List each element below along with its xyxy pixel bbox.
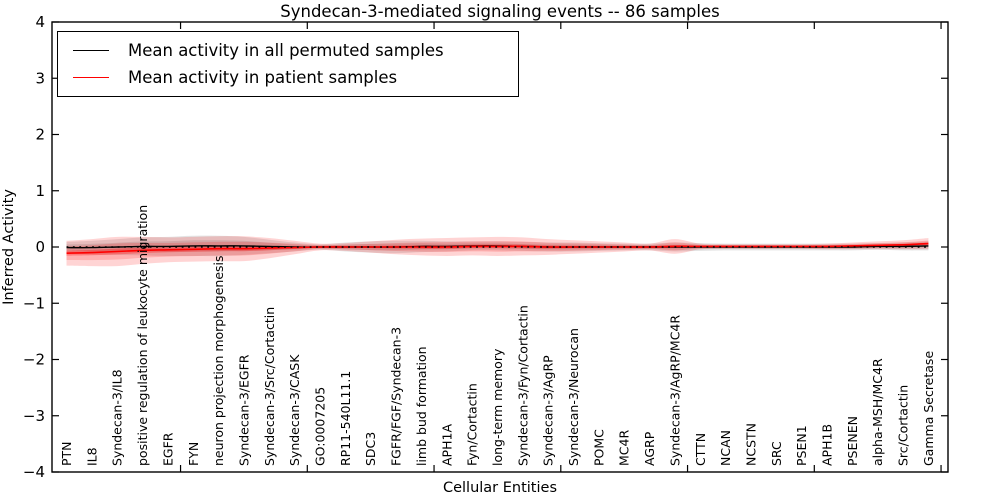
y-tick-label: 3 bbox=[35, 69, 45, 87]
x-entity-label: FYN bbox=[186, 442, 201, 466]
x-entity-label: SRC bbox=[769, 441, 784, 466]
x-entity-label: long-term memory bbox=[490, 348, 505, 466]
x-entity-label: AGRP bbox=[642, 431, 657, 466]
y-tick-label: 4 bbox=[35, 13, 45, 31]
legend-line-patient-icon bbox=[73, 77, 109, 79]
band-patient-outer bbox=[66, 236, 929, 267]
legend-line-permuted-icon bbox=[73, 49, 109, 51]
y-tick-label: −1 bbox=[23, 294, 45, 312]
y-tick-label: 0 bbox=[35, 238, 45, 256]
x-entity-label: Src/Cortactin bbox=[896, 385, 911, 466]
x-axis-label: Cellular Entities bbox=[442, 480, 558, 496]
x-entity-label: SDC3 bbox=[363, 432, 378, 466]
x-entity-label: Syndecan-3/Src/Cortactin bbox=[262, 307, 277, 466]
x-entity-label: POMC bbox=[591, 429, 606, 466]
x-entity-label: neuron projection morphogenesis bbox=[211, 255, 226, 466]
legend-item-patient: Mean activity in patient samples bbox=[73, 68, 518, 87]
x-entity-label: FGFR/FGF/Syndecan-3 bbox=[389, 327, 404, 466]
legend: Mean activity in all permuted samples Me… bbox=[57, 31, 519, 97]
x-entity-label: Syndecan-3/IL8 bbox=[110, 369, 125, 466]
y-tick-label: 2 bbox=[35, 126, 45, 144]
y-tick-label: 1 bbox=[35, 182, 45, 200]
x-entity-label: CTTN bbox=[693, 433, 708, 466]
x-entity-label: Syndecan-3/EGFR bbox=[236, 354, 251, 466]
mean-lines bbox=[66, 242, 929, 254]
x-entity-label: limb bud formation bbox=[414, 346, 429, 466]
x-entity-label: GO:0007205 bbox=[313, 387, 328, 466]
x-entity-label: positive regulation of leukocyte migrati… bbox=[135, 205, 150, 466]
legend-item-permuted: Mean activity in all permuted samples bbox=[73, 41, 518, 60]
x-entity-label: NCSTN bbox=[743, 423, 758, 466]
x-entity-label: EGFR bbox=[160, 432, 175, 466]
x-entity-label: Syndecan-3/Fyn/Cortactin bbox=[515, 305, 530, 466]
x-entity-label: Syndecan-3/Neurocan bbox=[566, 328, 581, 466]
uncertainty-bands bbox=[66, 235, 929, 267]
legend-label-permuted: Mean activity in all permuted samples bbox=[128, 40, 444, 60]
x-entity-label: Fyn/Cortactin bbox=[465, 383, 480, 466]
x-entity-label: MC4R bbox=[617, 430, 632, 466]
axes-border bbox=[51, 21, 949, 473]
x-entity-label: IL8 bbox=[84, 447, 99, 466]
band-patient-inner bbox=[66, 240, 929, 261]
x-entity-label: alpha-MSH/MC4R bbox=[870, 358, 885, 466]
y-tick-label: −4 bbox=[23, 463, 45, 481]
x-entity-label: Syndecan-3/AgRP bbox=[541, 355, 556, 466]
x-entity-label: Gamma Secretase bbox=[921, 351, 936, 466]
x-entity-label: PTN bbox=[59, 441, 74, 466]
x-entity-label: NCAN bbox=[718, 430, 733, 466]
x-entity-label: PSENEN bbox=[845, 416, 860, 466]
y-tick-labels: 4 3 2 1 0 −1 −2 −3 −4 bbox=[23, 13, 45, 481]
y-tick-label: −2 bbox=[23, 351, 45, 369]
x-entity-label: PSEN1 bbox=[794, 425, 809, 466]
legend-label-patient: Mean activity in patient samples bbox=[128, 68, 398, 88]
x-entity-label: APH1B bbox=[820, 424, 835, 466]
x-entity-label: Syndecan-3/AgRP/MC4R bbox=[667, 315, 682, 466]
y-tick-label: −3 bbox=[23, 407, 45, 425]
x-entity-label: APH1A bbox=[439, 424, 454, 466]
x-entity-labels: PTN IL8 Syndecan-3/IL8 positive regulation … bbox=[59, 205, 936, 466]
chart-title: Syndecan-3-mediated signaling events -- … bbox=[280, 2, 720, 21]
x-entity-label: Syndecan-3/CASK bbox=[287, 354, 302, 466]
x-entity-label: RP11-540L11.1 bbox=[338, 371, 353, 466]
